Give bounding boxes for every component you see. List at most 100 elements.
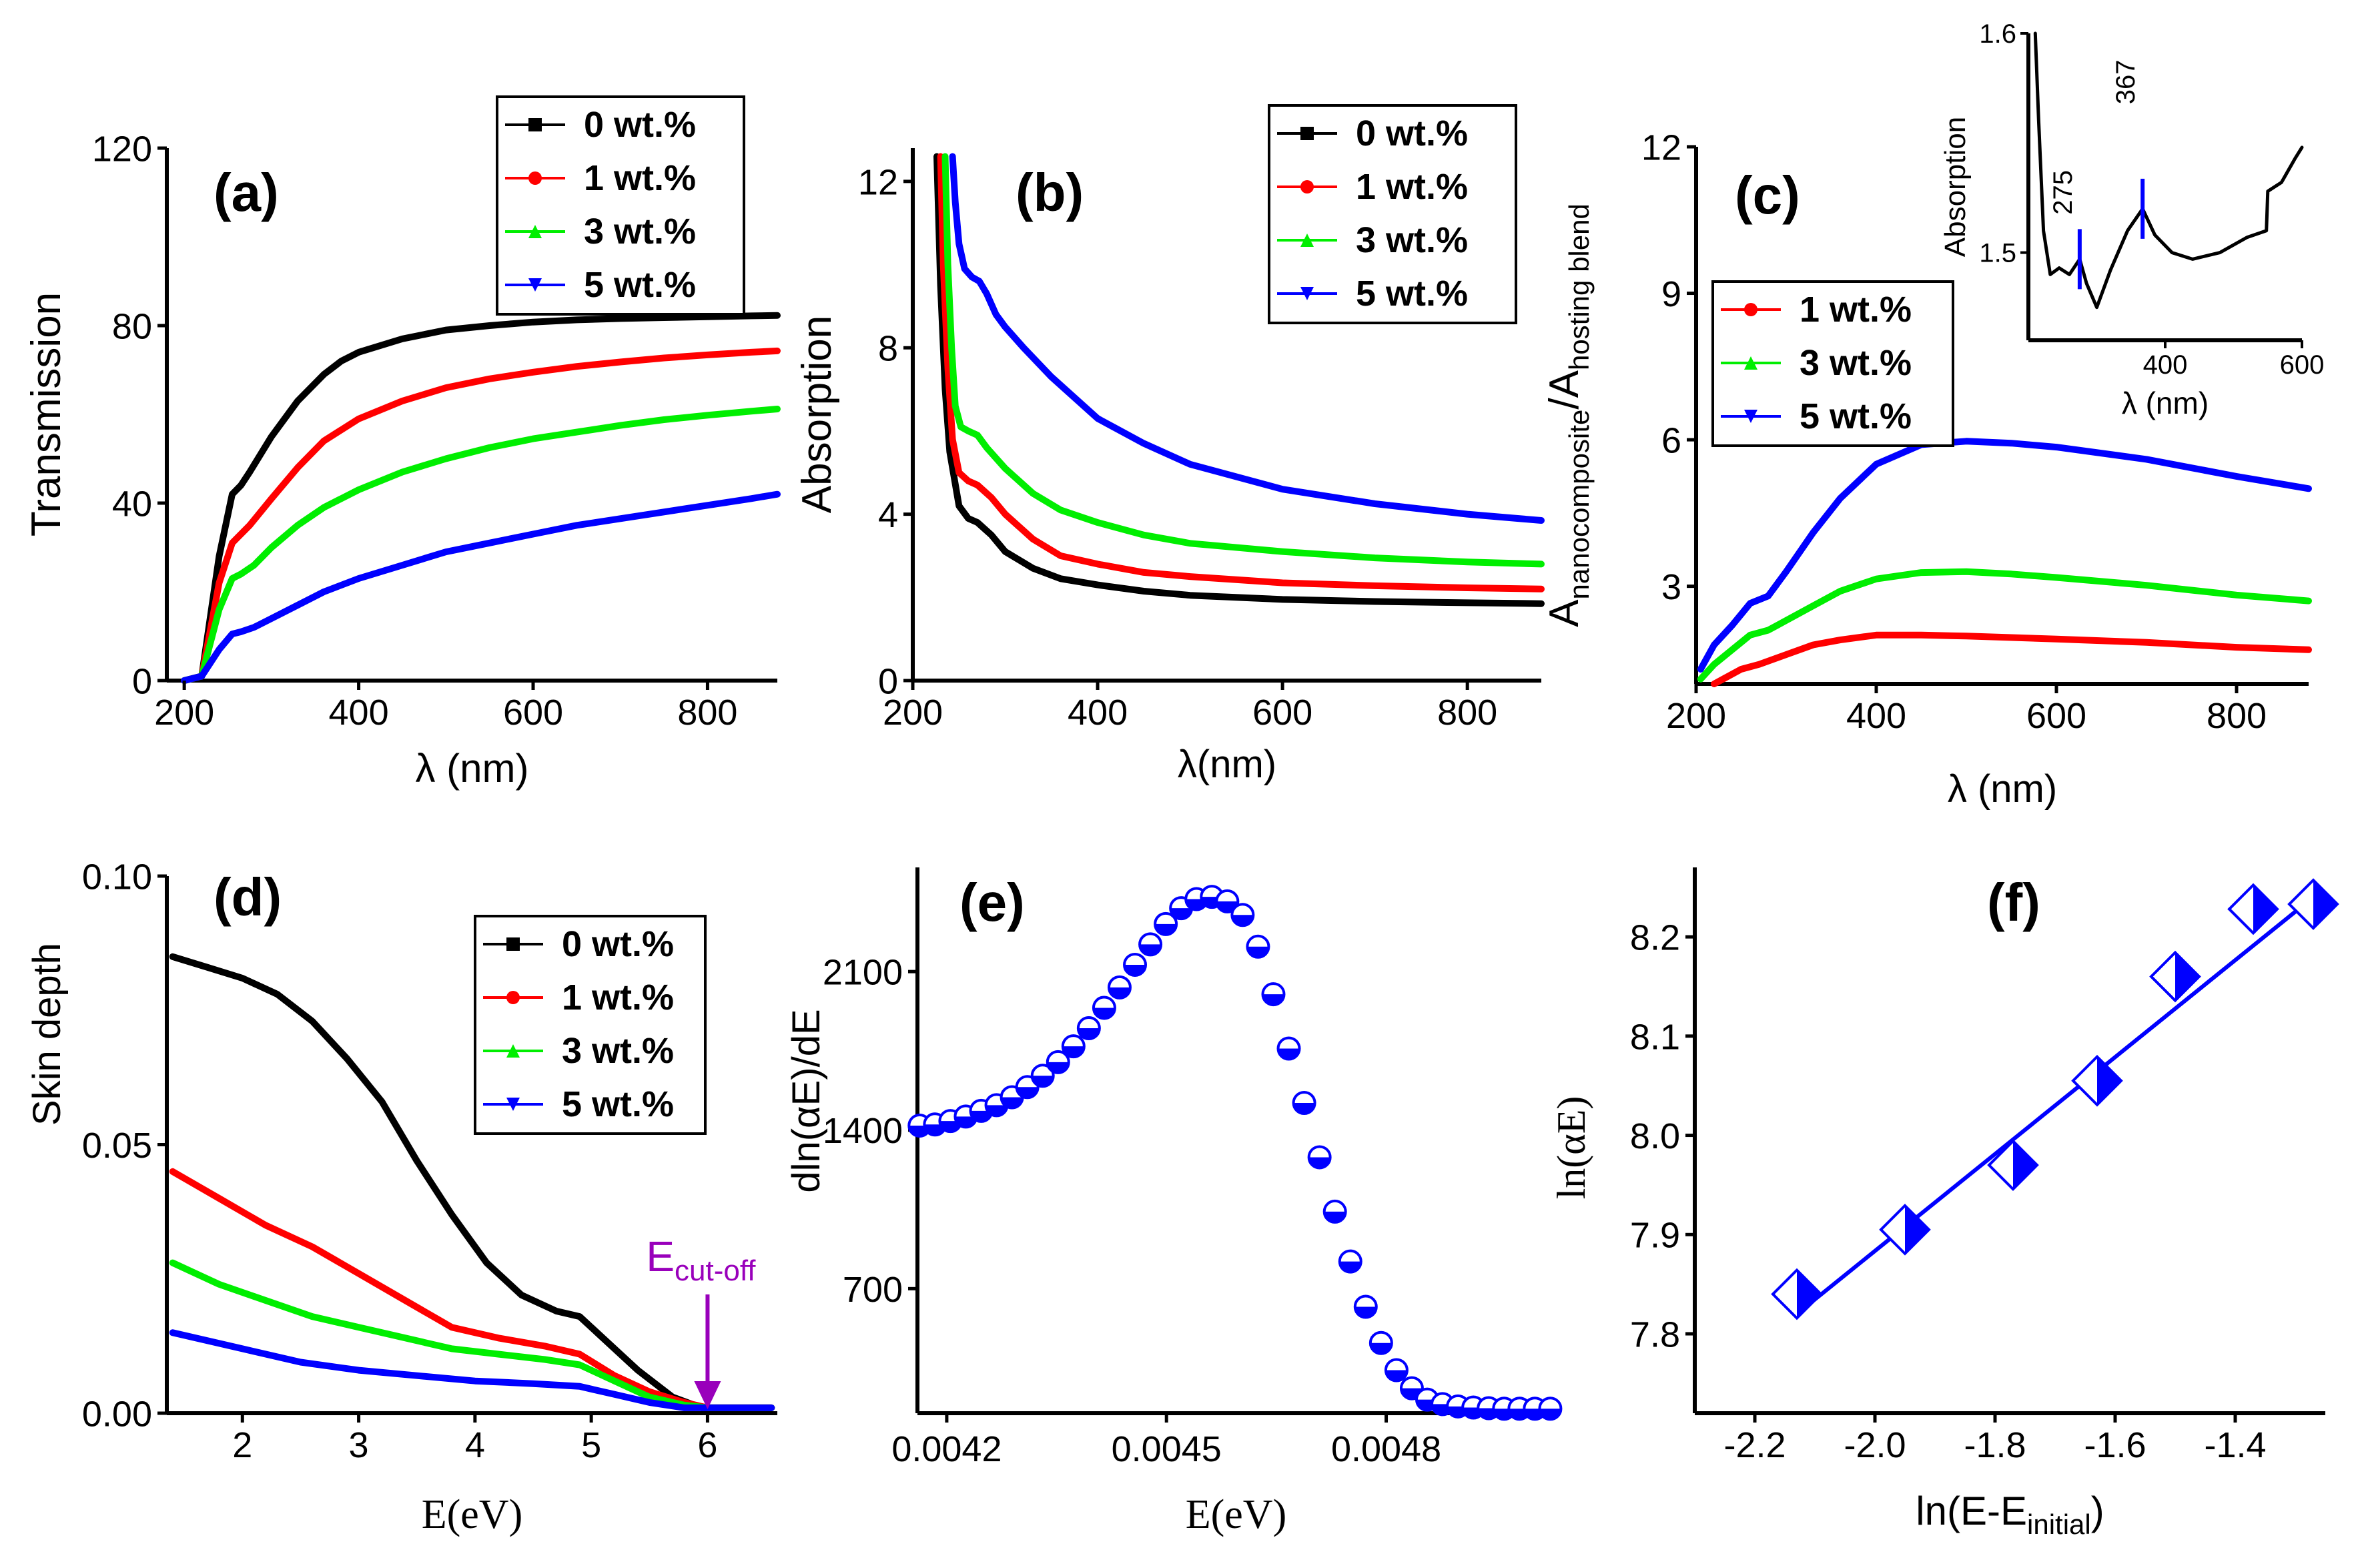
data-point-fill bbox=[1539, 1409, 1561, 1420]
y-axis-title-part: A bbox=[1541, 599, 1587, 627]
data-point-fill bbox=[1385, 1370, 1407, 1381]
data-point-fill bbox=[1354, 1306, 1377, 1318]
x-tick-label: -1.4 bbox=[2204, 1425, 2266, 1465]
data-point-fill bbox=[1247, 946, 1269, 957]
legend-label: 3 wt.% bbox=[562, 1031, 674, 1071]
legend-label: 5 wt.% bbox=[1356, 274, 1468, 314]
y-tick-label: 2100 bbox=[823, 953, 903, 993]
x-axis-title: λ(nm) bbox=[1178, 743, 1276, 786]
data-point-fill bbox=[939, 1121, 961, 1132]
data-point-fill bbox=[1324, 1211, 1346, 1222]
data-point-fill bbox=[1078, 1028, 1100, 1039]
legend-label: 5 wt.% bbox=[562, 1084, 674, 1124]
data-point-fill bbox=[1016, 1087, 1038, 1098]
series-line bbox=[181, 406, 781, 684]
data-point-fill bbox=[1155, 923, 1177, 935]
panel-label: (c) bbox=[1735, 165, 1800, 225]
panel-c-inset: 400 600 1.5 1.6 λ (nm) Absorption 275 367 bbox=[1939, 19, 2324, 420]
data-point-fill bbox=[1308, 1157, 1330, 1168]
data-point-fill bbox=[2097, 1056, 2121, 1105]
data-point-fill bbox=[1062, 1046, 1084, 1058]
annotation-part: E bbox=[646, 1232, 675, 1280]
y-tick-label: 3 bbox=[1661, 567, 1681, 607]
legend-box bbox=[496, 95, 745, 316]
x-tick-label: 400 bbox=[329, 693, 389, 733]
x-axis-title: E(eV) bbox=[422, 1492, 522, 1537]
x-axis-title-part: ln(E-E bbox=[1916, 1489, 2027, 1533]
legend-label: 0 wt.% bbox=[1356, 113, 1468, 153]
y-tick-label: 6 bbox=[1661, 421, 1681, 461]
legend-marker bbox=[528, 225, 542, 238]
x-tick-label: 200 bbox=[1666, 696, 1726, 736]
x-tick-label: 6 bbox=[697, 1425, 717, 1465]
x-tick-label: -2.2 bbox=[1723, 1425, 1786, 1465]
x-tick-label: 3 bbox=[349, 1425, 369, 1465]
data-point-fill bbox=[1170, 908, 1192, 919]
legend-label: 5 wt.% bbox=[1800, 396, 1912, 436]
peak-label: 367 bbox=[2111, 59, 2140, 104]
x-tick-label: -1.6 bbox=[2084, 1425, 2146, 1465]
data-point-fill bbox=[1905, 1205, 1929, 1254]
panel-c: 200 400 600 800 3 6 9 12 λ (nm) Ananocomposite/Ah… bbox=[1541, 127, 2312, 811]
x-tick-label: 800 bbox=[677, 693, 737, 733]
data-point-fill bbox=[955, 1116, 977, 1128]
y-axis-title: dln(αE)/dE bbox=[785, 1009, 828, 1192]
y-tick-label: 120 bbox=[92, 129, 152, 169]
data-point-fill bbox=[1232, 915, 1254, 926]
series-line bbox=[2033, 31, 2304, 310]
legend-box bbox=[474, 915, 707, 1135]
y-tick-label: 80 bbox=[112, 306, 152, 346]
legend-marker bbox=[506, 1044, 520, 1058]
y-axis-title: Skin depth bbox=[25, 943, 69, 1126]
x-tick-label: 0.0042 bbox=[891, 1429, 1002, 1469]
legend-label: 1 wt.% bbox=[1356, 167, 1468, 207]
legend-marker bbox=[506, 937, 520, 951]
data-point-fill bbox=[1124, 964, 1146, 975]
panel-d: 2 3 4 5 6 0.00 0.05 0.10 E(eV) Skin depth (d) 0 wt.… bbox=[25, 857, 777, 1537]
series-line bbox=[181, 347, 781, 684]
y-tick-label: 12 bbox=[858, 162, 898, 202]
x-tick-label: 400 bbox=[1068, 693, 1128, 733]
legend-label: 3 wt.% bbox=[584, 212, 696, 252]
y-axis-title: Absorption bbox=[794, 316, 840, 513]
legend-label: 1 wt.% bbox=[584, 158, 696, 198]
data-point-fill bbox=[1001, 1097, 1023, 1108]
data-point-fill bbox=[1032, 1076, 1054, 1087]
series-line bbox=[1711, 631, 2312, 687]
series-line bbox=[1697, 438, 2312, 673]
y-tick-label: 4 bbox=[878, 495, 898, 535]
panel-b: 200 400 600 800 0 4 8 12 λ(nm) Absorption (b) 0 wt.… bbox=[794, 104, 1545, 786]
x-tick-label: 400 bbox=[2143, 350, 2188, 380]
annotation-arrow-head bbox=[694, 1381, 721, 1409]
y-axis-title-part: /A bbox=[1541, 370, 1587, 409]
fit-line bbox=[1796, 895, 2315, 1316]
x-tick-label: -1.8 bbox=[1964, 1425, 2026, 1465]
panel-a: 200 400 600 800 0 40 80 120 λ (nm) Transmission (a… bbox=[23, 95, 781, 791]
legend-marker bbox=[1744, 410, 1757, 423]
x-axis-title: λ (nm) bbox=[1948, 767, 2057, 811]
panel-label: (d) bbox=[214, 867, 282, 927]
data-point-fill bbox=[970, 1110, 992, 1122]
legend-marker bbox=[1744, 356, 1757, 370]
legend-marker bbox=[528, 118, 542, 131]
y-axis-title: ln(αE) bbox=[1549, 1096, 1593, 1200]
legend-marker bbox=[1300, 180, 1314, 193]
panel-label: (b) bbox=[1016, 163, 1084, 222]
x-tick-label: 4 bbox=[465, 1425, 485, 1465]
data-point-fill bbox=[2253, 885, 2277, 933]
x-axis-title: E(eV) bbox=[1186, 1492, 1286, 1537]
x-tick-label: -2.0 bbox=[1844, 1425, 1906, 1465]
series-line bbox=[1697, 568, 2312, 683]
legend-marker bbox=[506, 1098, 520, 1111]
legend-marker bbox=[528, 171, 542, 185]
legend-marker bbox=[528, 278, 542, 292]
y-axis-title: Ananocomposite/Ahosting blend bbox=[1541, 204, 1595, 627]
x-axis-title-part: initial bbox=[2027, 1509, 2091, 1540]
x-tick-label: 0.0045 bbox=[1112, 1429, 1222, 1469]
y-tick-label: 7.8 bbox=[1630, 1314, 1680, 1354]
data-point-fill bbox=[2313, 880, 2337, 929]
x-tick-label: 600 bbox=[1252, 693, 1312, 733]
legend-marker bbox=[1300, 287, 1314, 300]
data-point-fill bbox=[1278, 1048, 1300, 1060]
